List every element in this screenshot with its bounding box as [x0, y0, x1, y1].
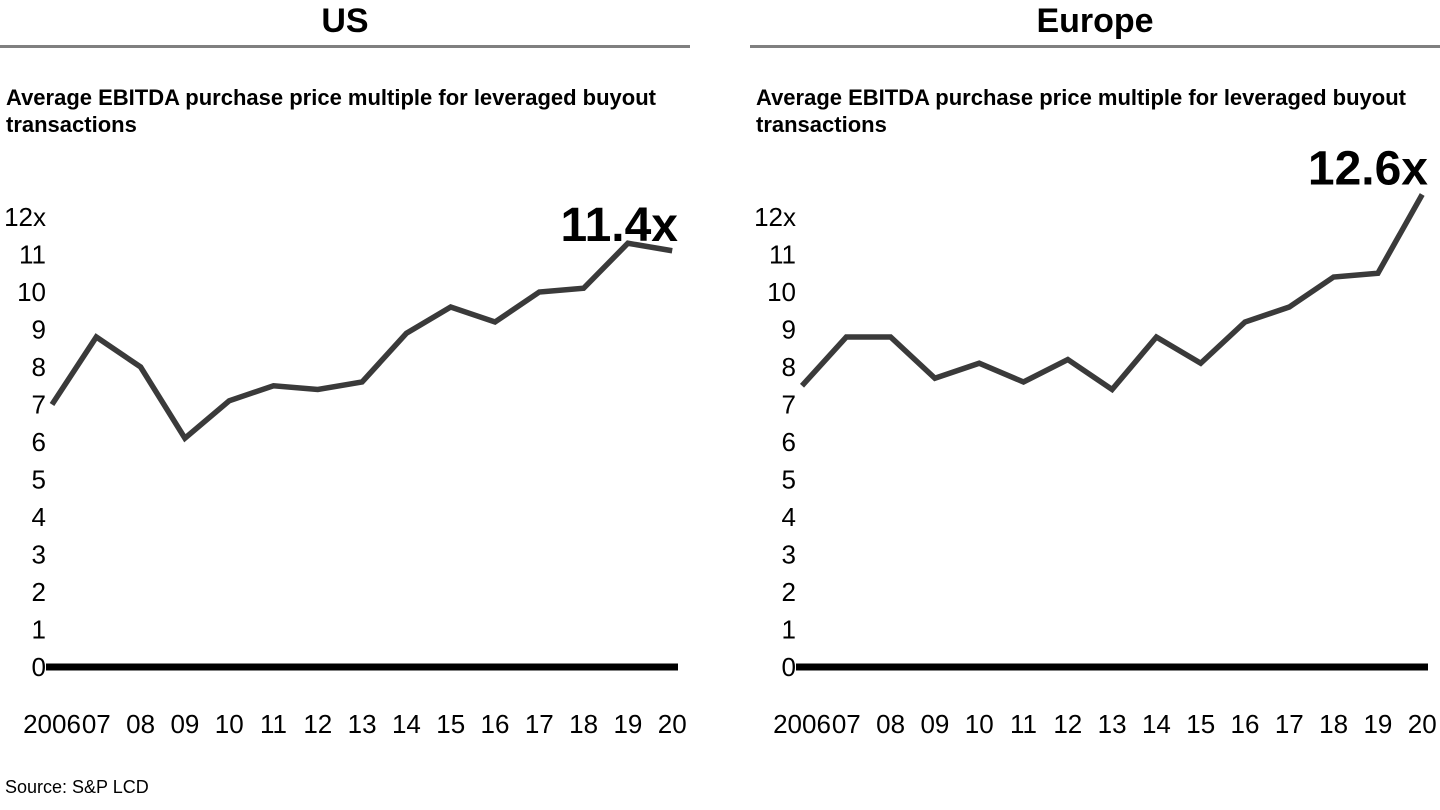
x-tick-label: 09: [170, 709, 199, 739]
x-tick-label: 08: [126, 709, 155, 739]
x-tick-label: 2006: [773, 709, 831, 739]
europe-data-line: [799, 193, 1425, 394]
x-tick-label: 15: [436, 709, 465, 739]
us-data-line: [49, 240, 673, 443]
y-tick-label: 10: [767, 277, 796, 307]
y-tick-label: 1: [32, 615, 46, 645]
y-tick-label: 2: [32, 577, 46, 607]
x-tick-label: 18: [569, 709, 598, 739]
x-tick-label: 14: [1142, 709, 1171, 739]
y-tick-label: 4: [782, 502, 796, 532]
europe-chart-title: Europe: [1036, 2, 1154, 40]
x-axis: [46, 663, 678, 671]
us-chart-title: US: [321, 2, 369, 40]
x-tick-label: 12: [1053, 709, 1082, 739]
x-tick-label: 12: [303, 709, 332, 739]
x-tick-label: 13: [1098, 709, 1127, 739]
x-tick-label: 11: [1010, 709, 1037, 739]
y-tick-label: 0: [32, 652, 46, 682]
x-tick-label: 19: [613, 709, 642, 739]
y-tick-label: 6: [32, 427, 46, 457]
y-tick-label: 8: [782, 352, 796, 382]
europe-chart-panel: Europe Average EBITDA purchase price mul…: [750, 0, 1440, 810]
y-tick-label: 9: [32, 315, 46, 345]
x-tick-label: 14: [392, 709, 421, 739]
x-tick-label: 20: [1408, 709, 1437, 739]
y-tick-label: 7: [782, 390, 796, 420]
europe-annotation-label: 12.6x: [1308, 143, 1428, 196]
x-tick-label: 17: [1275, 709, 1304, 739]
y-tick-label: 1: [782, 615, 796, 645]
us-chart-subtitle: Average EBITDA purchase price multiple f…: [6, 85, 656, 137]
x-tick-label: 09: [920, 709, 949, 739]
x-tick-label: 16: [481, 709, 510, 739]
x-tick-label: 13: [348, 709, 377, 739]
y-tick-label: 5: [32, 465, 46, 495]
x-tick-label: 10: [215, 709, 244, 739]
x-tick-label: 15: [1186, 709, 1215, 739]
y-tick-label: 10: [17, 277, 46, 307]
x-tick-label: 08: [876, 709, 905, 739]
x-tick-label: 19: [1363, 709, 1392, 739]
x-axis: [796, 663, 1428, 671]
y-tick-label: 3: [32, 540, 46, 570]
x-tick-label: 18: [1319, 709, 1348, 739]
x-tick-label: 11: [260, 709, 287, 739]
y-tick-label: 8: [32, 352, 46, 382]
y-tick-label: 9: [782, 315, 796, 345]
europe-chart-subtitle: Average EBITDA purchase price multiple f…: [756, 85, 1406, 137]
y-tick-label: 12x: [754, 202, 796, 232]
x-tick-label: 07: [82, 709, 111, 739]
y-tick-label: 6: [782, 427, 796, 457]
source-note: Source: S&P LCD: [5, 777, 149, 797]
y-tick-label: 0: [782, 652, 796, 682]
y-tick-label: 5: [782, 465, 796, 495]
x-tick-label: 20: [658, 709, 687, 739]
x-tick-label: 07: [832, 709, 861, 739]
x-tick-label: 16: [1231, 709, 1260, 739]
y-tick-label: 2: [782, 577, 796, 607]
y-tick-label: 11: [19, 240, 46, 270]
x-tick-label: 17: [525, 709, 554, 739]
us-title-underline: [0, 45, 690, 48]
x-tick-label: 10: [965, 709, 994, 739]
x-tick-label: 2006: [23, 709, 81, 739]
y-tick-label: 4: [32, 502, 46, 532]
y-tick-label: 7: [32, 390, 46, 420]
y-tick-label: 11: [769, 240, 796, 270]
europe-title-underline: [750, 45, 1440, 48]
us-chart-panel: US Average EBITDA purchase price multipl…: [0, 0, 690, 810]
us-annotation-label: 11.4x: [561, 199, 679, 252]
y-tick-label: 12x: [4, 202, 46, 232]
y-tick-label: 3: [782, 540, 796, 570]
